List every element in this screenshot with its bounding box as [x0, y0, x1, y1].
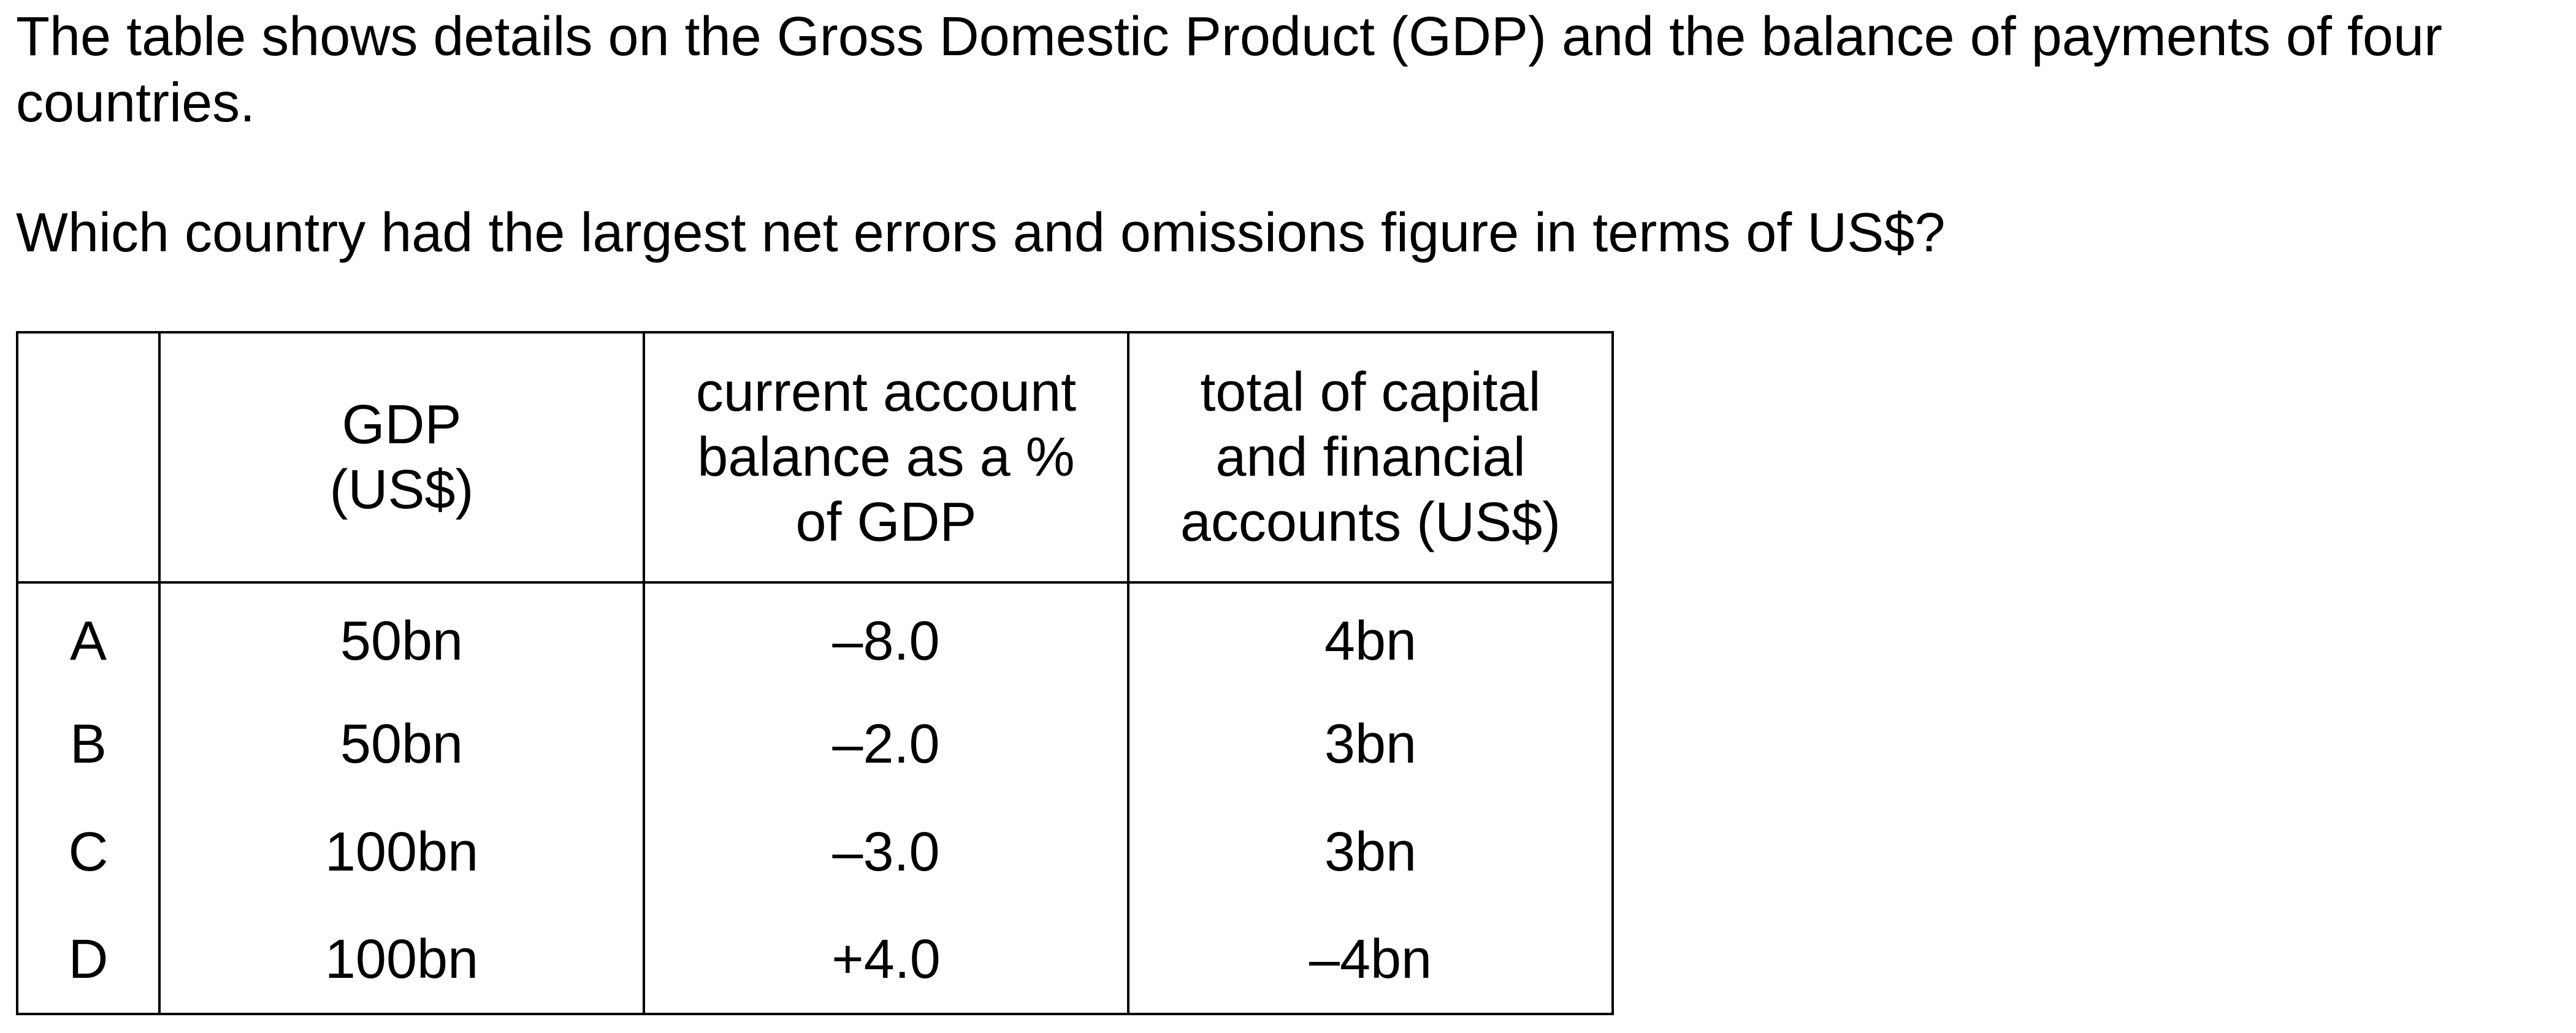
- row-current-account: +4.0: [643, 906, 1129, 1014]
- header-gdp-line2: (US$): [329, 459, 474, 520]
- question-intro: The table shows details on the Gross Dom…: [16, 6, 2442, 134]
- row-letter: D: [16, 906, 161, 1014]
- header-cap-line3: accounts (US$): [1180, 492, 1561, 553]
- balance-of-payments-table: GDP (US$) current account balance as a %…: [16, 331, 1614, 1015]
- row-gdp: 100bn: [158, 798, 645, 906]
- header-cab-line3: of GDP: [795, 492, 977, 553]
- row-letter: C: [16, 798, 161, 906]
- row-capital-financial: 4bn: [1127, 582, 1614, 690]
- row-letter: A: [16, 582, 161, 690]
- header-cab-line2: balance as a %: [697, 427, 1075, 488]
- question-prompt: Which country had the largest net errors…: [16, 202, 1946, 264]
- header-cab-line1: current account: [695, 362, 1077, 423]
- header-current-account: current account balance as a % of GDP: [643, 332, 1129, 584]
- header-gdp-line1: GDP: [342, 394, 462, 456]
- row-gdp: 100bn: [158, 906, 645, 1014]
- table-row: A 50bn –8.0 4bn: [16, 582, 1614, 690]
- header-capital-financial: total of capital and financial accounts …: [1127, 332, 1614, 584]
- header-gdp: GDP (US$): [158, 332, 645, 584]
- row-current-account: –8.0: [643, 582, 1129, 690]
- row-capital-financial: 3bn: [1127, 690, 1614, 798]
- row-gdp: 50bn: [158, 582, 645, 690]
- table-row: B 50bn –2.0 3bn: [16, 690, 1614, 798]
- row-letter: B: [16, 690, 161, 798]
- row-capital-financial: 3bn: [1127, 798, 1614, 906]
- table-header-row: GDP (US$) current account balance as a %…: [16, 332, 1614, 584]
- row-current-account: –3.0: [643, 798, 1129, 906]
- header-cap-line1: total of capital: [1200, 362, 1541, 423]
- header-letter: [16, 332, 161, 584]
- row-capital-financial: –4bn: [1127, 906, 1614, 1014]
- row-current-account: –2.0: [643, 690, 1129, 798]
- row-gdp: 50bn: [158, 690, 645, 798]
- table-row: D 100bn +4.0 –4bn: [16, 906, 1614, 1014]
- table-row: C 100bn –3.0 3bn: [16, 798, 1614, 906]
- header-cap-line2: and financial: [1215, 427, 1526, 488]
